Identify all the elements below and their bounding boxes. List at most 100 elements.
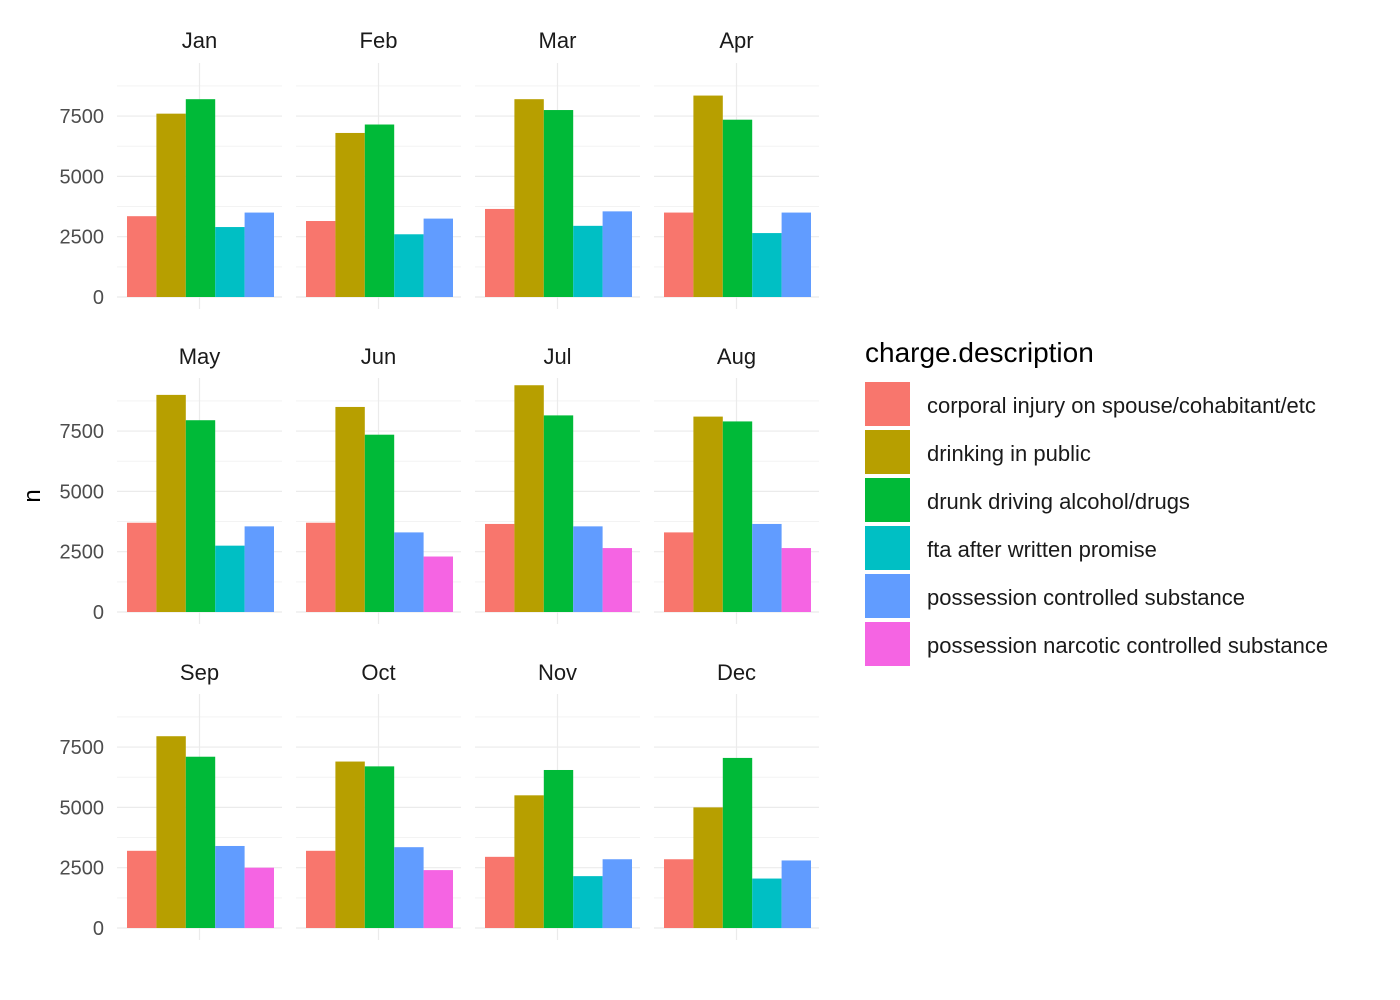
- facet-label: Jul: [543, 344, 571, 369]
- bar-aug-3: [722, 421, 753, 612]
- bar-mar-2: [514, 99, 544, 297]
- y-tick-label: 5000: [60, 166, 105, 188]
- legend-label: possession controlled substance: [927, 585, 1245, 610]
- bar-oct-2: [335, 761, 365, 928]
- bar-nov-4: [573, 876, 603, 928]
- facet-panel-jan: Jan 0 2500 5000 7500: [60, 28, 282, 309]
- bar-jun-4: [394, 532, 424, 612]
- bar-feb-3: [364, 124, 395, 297]
- bar-mar-1: [485, 208, 515, 297]
- bar-jul-2: [514, 385, 544, 612]
- bar-dec-3: [722, 757, 753, 928]
- bar-feb-2: [335, 132, 365, 297]
- bar-feb-1: [306, 221, 336, 297]
- bar-jan-1: [127, 216, 157, 297]
- facet-label: Jan: [182, 28, 217, 53]
- bar-jul-1: [485, 523, 515, 612]
- facet-panel-dec: Dec: [654, 660, 819, 940]
- bar-may-1: [127, 522, 157, 612]
- legend-label: fta after written promise: [927, 537, 1157, 562]
- facet-label: Jun: [361, 344, 396, 369]
- y-tick-label: 0: [93, 918, 104, 940]
- legend-label: drinking in public: [927, 441, 1091, 466]
- bar-aug-4: [752, 523, 782, 612]
- bar-oct-5: [423, 870, 453, 928]
- facet-panel-oct: Oct: [296, 660, 461, 940]
- facet-panel-apr: Apr: [654, 28, 819, 309]
- facet-label: Mar: [539, 28, 577, 53]
- y-tick-label: 5000: [60, 481, 105, 503]
- bar-dec-2: [693, 807, 723, 928]
- bar-dec-4: [752, 878, 782, 928]
- bar-jan-5: [244, 212, 274, 297]
- bar-sep-2: [156, 736, 186, 928]
- bar-mar-3: [543, 110, 574, 298]
- bar-jul-5: [602, 548, 632, 612]
- legend: corporal injury on spouse/cohabitant/etc…: [865, 382, 1328, 666]
- facet-panel-aug: Aug: [654, 344, 819, 624]
- bar-jul-3: [543, 415, 574, 612]
- bar-apr-2: [693, 95, 723, 297]
- bar-apr-5: [781, 212, 811, 297]
- bar-feb-4: [394, 234, 424, 297]
- legend-key: [865, 574, 910, 618]
- bar-jan-4: [215, 227, 245, 297]
- facet-panels: Jan 0 2500 5000 7500 Feb Mar Apr May 0 2500 5000 750…: [60, 28, 819, 940]
- bar-may-3: [185, 420, 216, 612]
- legend-key: [865, 382, 910, 426]
- bar-oct-3: [364, 766, 395, 928]
- legend-label: corporal injury on spouse/cohabitant/etc: [927, 393, 1316, 418]
- legend-label: drunk driving alcohol/drugs: [927, 489, 1190, 514]
- bar-may-2: [156, 394, 186, 612]
- facet-label: Aug: [717, 344, 756, 369]
- bar-dec-1: [664, 859, 694, 928]
- bar-apr-4: [752, 233, 782, 297]
- legend-title: charge.description: [865, 337, 1094, 368]
- legend-key: [865, 622, 910, 666]
- facet-label: Apr: [719, 28, 753, 53]
- facet-panel-jul: Jul: [475, 344, 640, 624]
- facet-label: May: [179, 344, 221, 369]
- bar-aug-2: [693, 416, 723, 612]
- legend-key: [865, 526, 910, 570]
- bar-sep-1: [127, 850, 157, 928]
- bar-nov-2: [514, 795, 544, 928]
- bar-feb-5: [423, 218, 453, 297]
- legend-label: possession narcotic controlled substance: [927, 633, 1328, 658]
- bar-oct-1: [306, 850, 336, 928]
- bar-dec-5: [781, 860, 811, 928]
- bar-jul-4: [573, 526, 603, 612]
- bar-sep-5: [244, 867, 274, 928]
- y-tick-label: 2500: [60, 858, 105, 880]
- facet-label: Nov: [538, 660, 577, 685]
- facet-panel-nov: Nov: [475, 660, 640, 940]
- y-tick-label: 0: [93, 287, 104, 309]
- facet-label: Sep: [180, 660, 219, 685]
- bar-jun-3: [364, 434, 395, 612]
- bar-aug-5: [781, 548, 811, 612]
- facet-label: Oct: [361, 660, 395, 685]
- facet-panel-may: May 0 2500 5000 7500: [60, 344, 282, 624]
- facet-label: Feb: [360, 28, 398, 53]
- bar-may-5: [244, 526, 274, 612]
- facet-panel-mar: Mar: [475, 28, 640, 309]
- bar-jun-5: [423, 556, 453, 612]
- bar-oct-4: [394, 847, 424, 928]
- y-tick-label: 0: [93, 602, 104, 624]
- y-tick-label: 7500: [60, 421, 105, 443]
- facet-panel-sep: Sep 0 2500 5000 7500: [60, 660, 282, 940]
- bar-sep-4: [215, 845, 245, 928]
- bar-may-4: [215, 545, 245, 612]
- y-tick-label: 2500: [60, 227, 105, 249]
- bar-nov-5: [602, 859, 632, 928]
- facet-panel-feb: Feb: [296, 28, 461, 309]
- bar-jan-2: [156, 113, 186, 297]
- bar-mar-4: [573, 225, 603, 297]
- bar-jun-1: [306, 522, 336, 612]
- bar-apr-1: [664, 212, 694, 297]
- legend-key: [865, 430, 910, 474]
- bar-sep-3: [185, 756, 216, 928]
- bar-mar-5: [602, 211, 632, 297]
- facet-panel-jun: Jun: [296, 344, 461, 624]
